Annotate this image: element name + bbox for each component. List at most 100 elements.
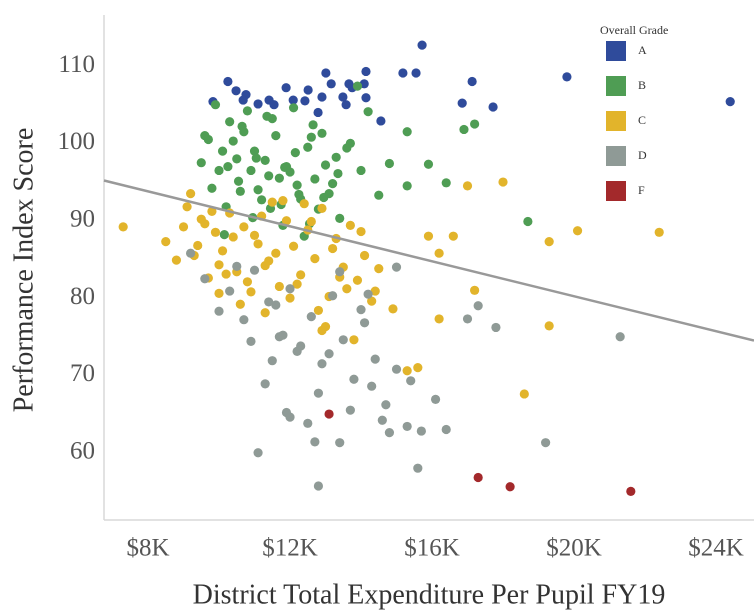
x-tick-label: $16K xyxy=(404,535,460,562)
data-point xyxy=(260,308,270,318)
data-point xyxy=(310,254,320,264)
data-point xyxy=(200,219,210,229)
data-point xyxy=(288,241,299,251)
data-point xyxy=(249,230,260,241)
data-point xyxy=(182,202,192,212)
x-tick-label: $12K xyxy=(262,535,318,562)
data-point xyxy=(237,121,247,131)
legend-swatch xyxy=(606,76,626,96)
data-point xyxy=(374,190,384,200)
data-point xyxy=(292,180,302,190)
data-point xyxy=(260,379,270,389)
data-point xyxy=(363,107,373,117)
data-point xyxy=(338,92,348,102)
data-point xyxy=(193,240,203,251)
data-point xyxy=(473,472,483,483)
data-point xyxy=(544,321,554,331)
data-point xyxy=(264,256,274,266)
data-point xyxy=(319,192,329,203)
data-point xyxy=(361,93,371,103)
data-point xyxy=(161,236,171,247)
data-point xyxy=(349,335,359,345)
data-point xyxy=(615,332,625,342)
data-point xyxy=(313,388,324,398)
data-point xyxy=(523,216,533,227)
legend-title: Overall Grade xyxy=(600,23,668,37)
data-point xyxy=(214,260,224,270)
data-point xyxy=(217,146,228,156)
data-point xyxy=(300,96,310,106)
data-point xyxy=(292,346,302,357)
data-point xyxy=(381,400,391,410)
data-point xyxy=(207,206,217,217)
data-point xyxy=(235,299,245,309)
data-point xyxy=(423,159,434,169)
data-point xyxy=(210,100,221,110)
data-point xyxy=(186,248,196,258)
data-point xyxy=(246,336,256,346)
y-tick-label: 90 xyxy=(70,205,95,232)
data-point xyxy=(313,481,324,491)
data-point xyxy=(402,421,412,432)
data-point xyxy=(271,300,281,310)
data-point xyxy=(341,100,351,110)
y-axis-title: Performance Index Score xyxy=(8,128,39,413)
x-tick-label: $20K xyxy=(546,535,602,562)
data-point xyxy=(269,100,279,110)
data-point xyxy=(303,418,313,428)
data-point xyxy=(223,76,233,87)
data-point xyxy=(321,68,331,78)
data-point xyxy=(264,297,274,307)
data-point xyxy=(376,116,386,126)
data-point xyxy=(278,196,288,206)
data-point xyxy=(264,171,274,181)
data-point xyxy=(267,197,277,207)
legend-label: A xyxy=(638,43,647,57)
legend-swatch xyxy=(606,181,626,201)
data-point xyxy=(317,92,327,102)
data-point xyxy=(391,364,402,374)
data-point xyxy=(246,165,256,176)
data-point xyxy=(251,153,261,163)
data-point xyxy=(626,486,636,496)
data-point xyxy=(345,405,355,415)
data-point xyxy=(274,173,284,183)
data-point xyxy=(406,376,416,386)
data-point xyxy=(313,107,323,118)
data-point xyxy=(239,222,249,232)
data-point xyxy=(303,85,313,95)
data-point xyxy=(416,426,426,436)
legend-label: D xyxy=(638,148,647,162)
data-point xyxy=(246,287,256,297)
data-point xyxy=(285,284,295,294)
data-point xyxy=(345,220,355,230)
x-tick-label: $24K xyxy=(688,535,744,562)
data-point xyxy=(488,102,498,112)
data-point xyxy=(249,146,260,156)
data-point xyxy=(296,270,306,280)
data-point xyxy=(359,250,370,261)
data-point xyxy=(467,76,477,87)
data-point xyxy=(541,438,551,448)
y-tick-label: 80 xyxy=(70,283,95,310)
data-point xyxy=(324,409,334,419)
data-point xyxy=(290,148,300,158)
data-point xyxy=(349,374,359,384)
trend-line xyxy=(103,179,754,342)
legend-swatch xyxy=(606,111,626,131)
data-point xyxy=(228,232,238,242)
data-point xyxy=(384,158,395,169)
data-point xyxy=(498,177,508,187)
y-tick-label: 60 xyxy=(70,437,95,464)
data-point xyxy=(398,68,408,78)
data-point xyxy=(292,279,302,289)
data-point xyxy=(320,160,331,170)
data-point xyxy=(402,127,412,137)
data-point xyxy=(207,183,217,193)
data-point xyxy=(223,161,233,172)
data-point xyxy=(253,448,263,458)
y-tick-label: 70 xyxy=(70,360,95,387)
data-point xyxy=(186,189,196,199)
data-point xyxy=(374,264,384,274)
data-point xyxy=(367,381,377,391)
